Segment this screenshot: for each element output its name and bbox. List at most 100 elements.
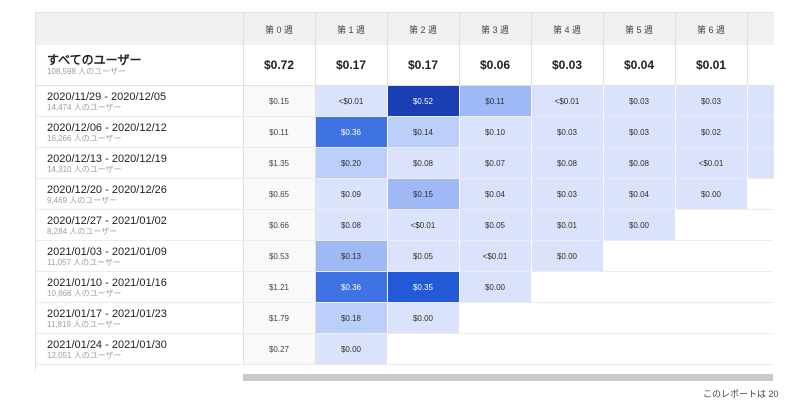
heatmap-cell [747, 209, 774, 241]
cohort-label-cell: 2021/01/24 - 2021/01/30 12,051 人のユーザー [36, 333, 244, 365]
heatmap-cell: $0.52 [387, 85, 460, 117]
cohort-user-count: 8,284 人のユーザー [47, 226, 118, 236]
heatmap-cell: $0.14 [387, 116, 460, 148]
heatmap-cell: $0.03 [675, 85, 748, 117]
cohort-label-cell: 2020/12/27 - 2021/01/02 8,284 人のユーザー [36, 209, 244, 241]
week-header: 第 1 週 [315, 13, 388, 45]
cohort-user-count: 16,266 人のユーザー [47, 133, 122, 143]
report-footer-text: このレポートは 20 [703, 389, 779, 399]
week-header: 第 0 週 [243, 13, 316, 45]
heatmap-cell [531, 333, 604, 365]
heatmap-cell: $0.15 [387, 178, 460, 210]
week0-value-cell: $1.79 [243, 302, 316, 334]
cohort-date-range: 2021/01/17 - 2021/01/23 [47, 307, 167, 320]
total-row: すべてのユーザー 108,598 人のユーザー $0.72 $0.17 $0.1… [36, 45, 774, 86]
cohort-row: 2020/12/27 - 2021/01/02 8,284 人のユーザー $0.66… [36, 209, 774, 241]
total-value: $0.72 [243, 45, 316, 86]
heatmap-cell: $0.35 [387, 271, 460, 303]
heatmap-cell: $0.36 [315, 271, 388, 303]
heatmap-cell [675, 209, 748, 241]
cohort-date-range: 2021/01/10 - 2021/01/16 [47, 276, 167, 289]
heatmap-cell: <$0.01 [387, 209, 460, 241]
total-label: すべてのユーザー [47, 53, 142, 67]
week0-value-cell: $1.21 [243, 271, 316, 303]
heatmap-cell [675, 302, 748, 334]
heatmap-cell [675, 271, 748, 303]
heatmap-cell: $0.08 [603, 147, 676, 179]
cohort-user-count: 10,868 人のユーザー [47, 288, 122, 298]
horizontal-scrollbar[interactable] [243, 374, 773, 381]
cohort-label-cell: 2021/01/17 - 2021/01/23 11,819 人のユーザー [36, 302, 244, 334]
total-value: $0.04 [603, 45, 676, 86]
cohort-row: 2020/11/29 - 2020/12/05 14,474 人のユーザー $0.1… [36, 85, 774, 117]
heatmap-cell [747, 240, 774, 272]
heatmap-cell: $0.13 [315, 240, 388, 272]
cohort-user-count: 14,474 人のユーザー [47, 102, 122, 112]
heatmap-cell: $0.00 [459, 271, 532, 303]
total-value: $0.06 [459, 45, 532, 86]
week-header: 第 3 週 [459, 13, 532, 45]
cohort-date-range: 2020/12/13 - 2020/12/19 [47, 152, 167, 165]
total-value: $0.03 [531, 45, 604, 86]
cohort-date-range: 2020/12/20 - 2020/12/26 [47, 183, 167, 196]
heatmap-cell: $0.03 [603, 116, 676, 148]
heatmap-cell: $0.01 [531, 209, 604, 241]
heatmap-cell: $0.00 [315, 333, 388, 365]
heatmap-cell [747, 116, 774, 148]
cohort-label-cell: 2021/01/10 - 2021/01/16 10,868 人のユーザー [36, 271, 244, 303]
heatmap-cell: $0.02 [675, 116, 748, 148]
heatmap-cell [603, 271, 676, 303]
total-label-cell: すべてのユーザー 108,598 人のユーザー [36, 45, 244, 86]
cohort-label-cell: 2020/11/29 - 2020/12/05 14,474 人のユーザー [36, 85, 244, 117]
heatmap-cell: $0.03 [531, 178, 604, 210]
heatmap-cell: $0.08 [531, 147, 604, 179]
cohort-date-range: 2021/01/24 - 2021/01/30 [47, 338, 167, 351]
cohort-label-cell: 2020/12/06 - 2020/12/12 16,266 人のユーザー [36, 116, 244, 148]
total-value: $0.17 [315, 45, 388, 86]
cohort-date-range: 2020/11/29 - 2020/12/05 [47, 90, 167, 103]
heatmap-cell: $0.00 [531, 240, 604, 272]
heatmap-cell: <$0.01 [459, 240, 532, 272]
cohort-user-count: 11,057 人のユーザー [47, 257, 121, 267]
heatmap-cell [459, 302, 532, 334]
week-header-overflow [747, 13, 774, 45]
heatmap-cell: $0.20 [315, 147, 388, 179]
cohort-user-count: 14,310 人のユーザー [47, 164, 122, 174]
heatmap-cell: $0.04 [459, 178, 532, 210]
heatmap-cell: $0.08 [315, 209, 388, 241]
cohort-table-container: 第 0 週 第 1 週 第 2 週 第 3 週 第 4 週 第 5 週 第 6 … [35, 12, 774, 371]
heatmap-cell: $0.18 [315, 302, 388, 334]
cohort-row: 2021/01/17 - 2021/01/23 11,819 人のユーザー $1.7… [36, 302, 774, 334]
heatmap-cell: $0.00 [675, 178, 748, 210]
heatmap-cell: $0.07 [459, 147, 532, 179]
week0-value-cell: $0.66 [243, 209, 316, 241]
heatmap-cell: $0.10 [459, 116, 532, 148]
heatmap-cell: $0.03 [603, 85, 676, 117]
cohort-table: 第 0 週 第 1 週 第 2 週 第 3 週 第 4 週 第 5 週 第 6 … [36, 13, 774, 365]
cohort-label-cell: 2020/12/20 - 2020/12/26 9,469 人のユーザー [36, 178, 244, 210]
week0-value-cell: $0.27 [243, 333, 316, 365]
cohort-row: 2020/12/20 - 2020/12/26 9,469 人のユーザー $0.65… [36, 178, 774, 210]
heatmap-cell [747, 302, 774, 334]
heatmap-cell: $0.00 [387, 302, 460, 334]
week0-value-cell: $1.35 [243, 147, 316, 179]
heatmap-cell: $0.36 [315, 116, 388, 148]
week0-value-cell: $0.53 [243, 240, 316, 272]
heatmap-cell: $0.11 [459, 85, 532, 117]
heatmap-cell [603, 333, 676, 365]
total-value: $0.17 [387, 45, 460, 86]
heatmap-cell [531, 271, 604, 303]
heatmap-cell: $0.05 [387, 240, 460, 272]
cohort-row: 2020/12/06 - 2020/12/12 16,266 人のユーザー $0.1… [36, 116, 774, 148]
header-corner [36, 13, 244, 45]
cohort-user-count: 11,819 人のユーザー [47, 319, 121, 329]
heatmap-cell: $0.05 [459, 209, 532, 241]
week0-value-cell: $0.15 [243, 85, 316, 117]
cohort-row: 2021/01/10 - 2021/01/16 10,868 人のユーザー $1.2… [36, 271, 774, 303]
week-header-row: 第 0 週 第 1 週 第 2 週 第 3 週 第 4 週 第 5 週 第 6 … [36, 13, 774, 45]
heatmap-cell: $0.09 [315, 178, 388, 210]
heatmap-cell: $0.03 [531, 116, 604, 148]
heatmap-cell: $0.08 [387, 147, 460, 179]
cohort-row: 2021/01/03 - 2021/01/09 11,057 人のユーザー $0.5… [36, 240, 774, 272]
week0-value-cell: $0.11 [243, 116, 316, 148]
